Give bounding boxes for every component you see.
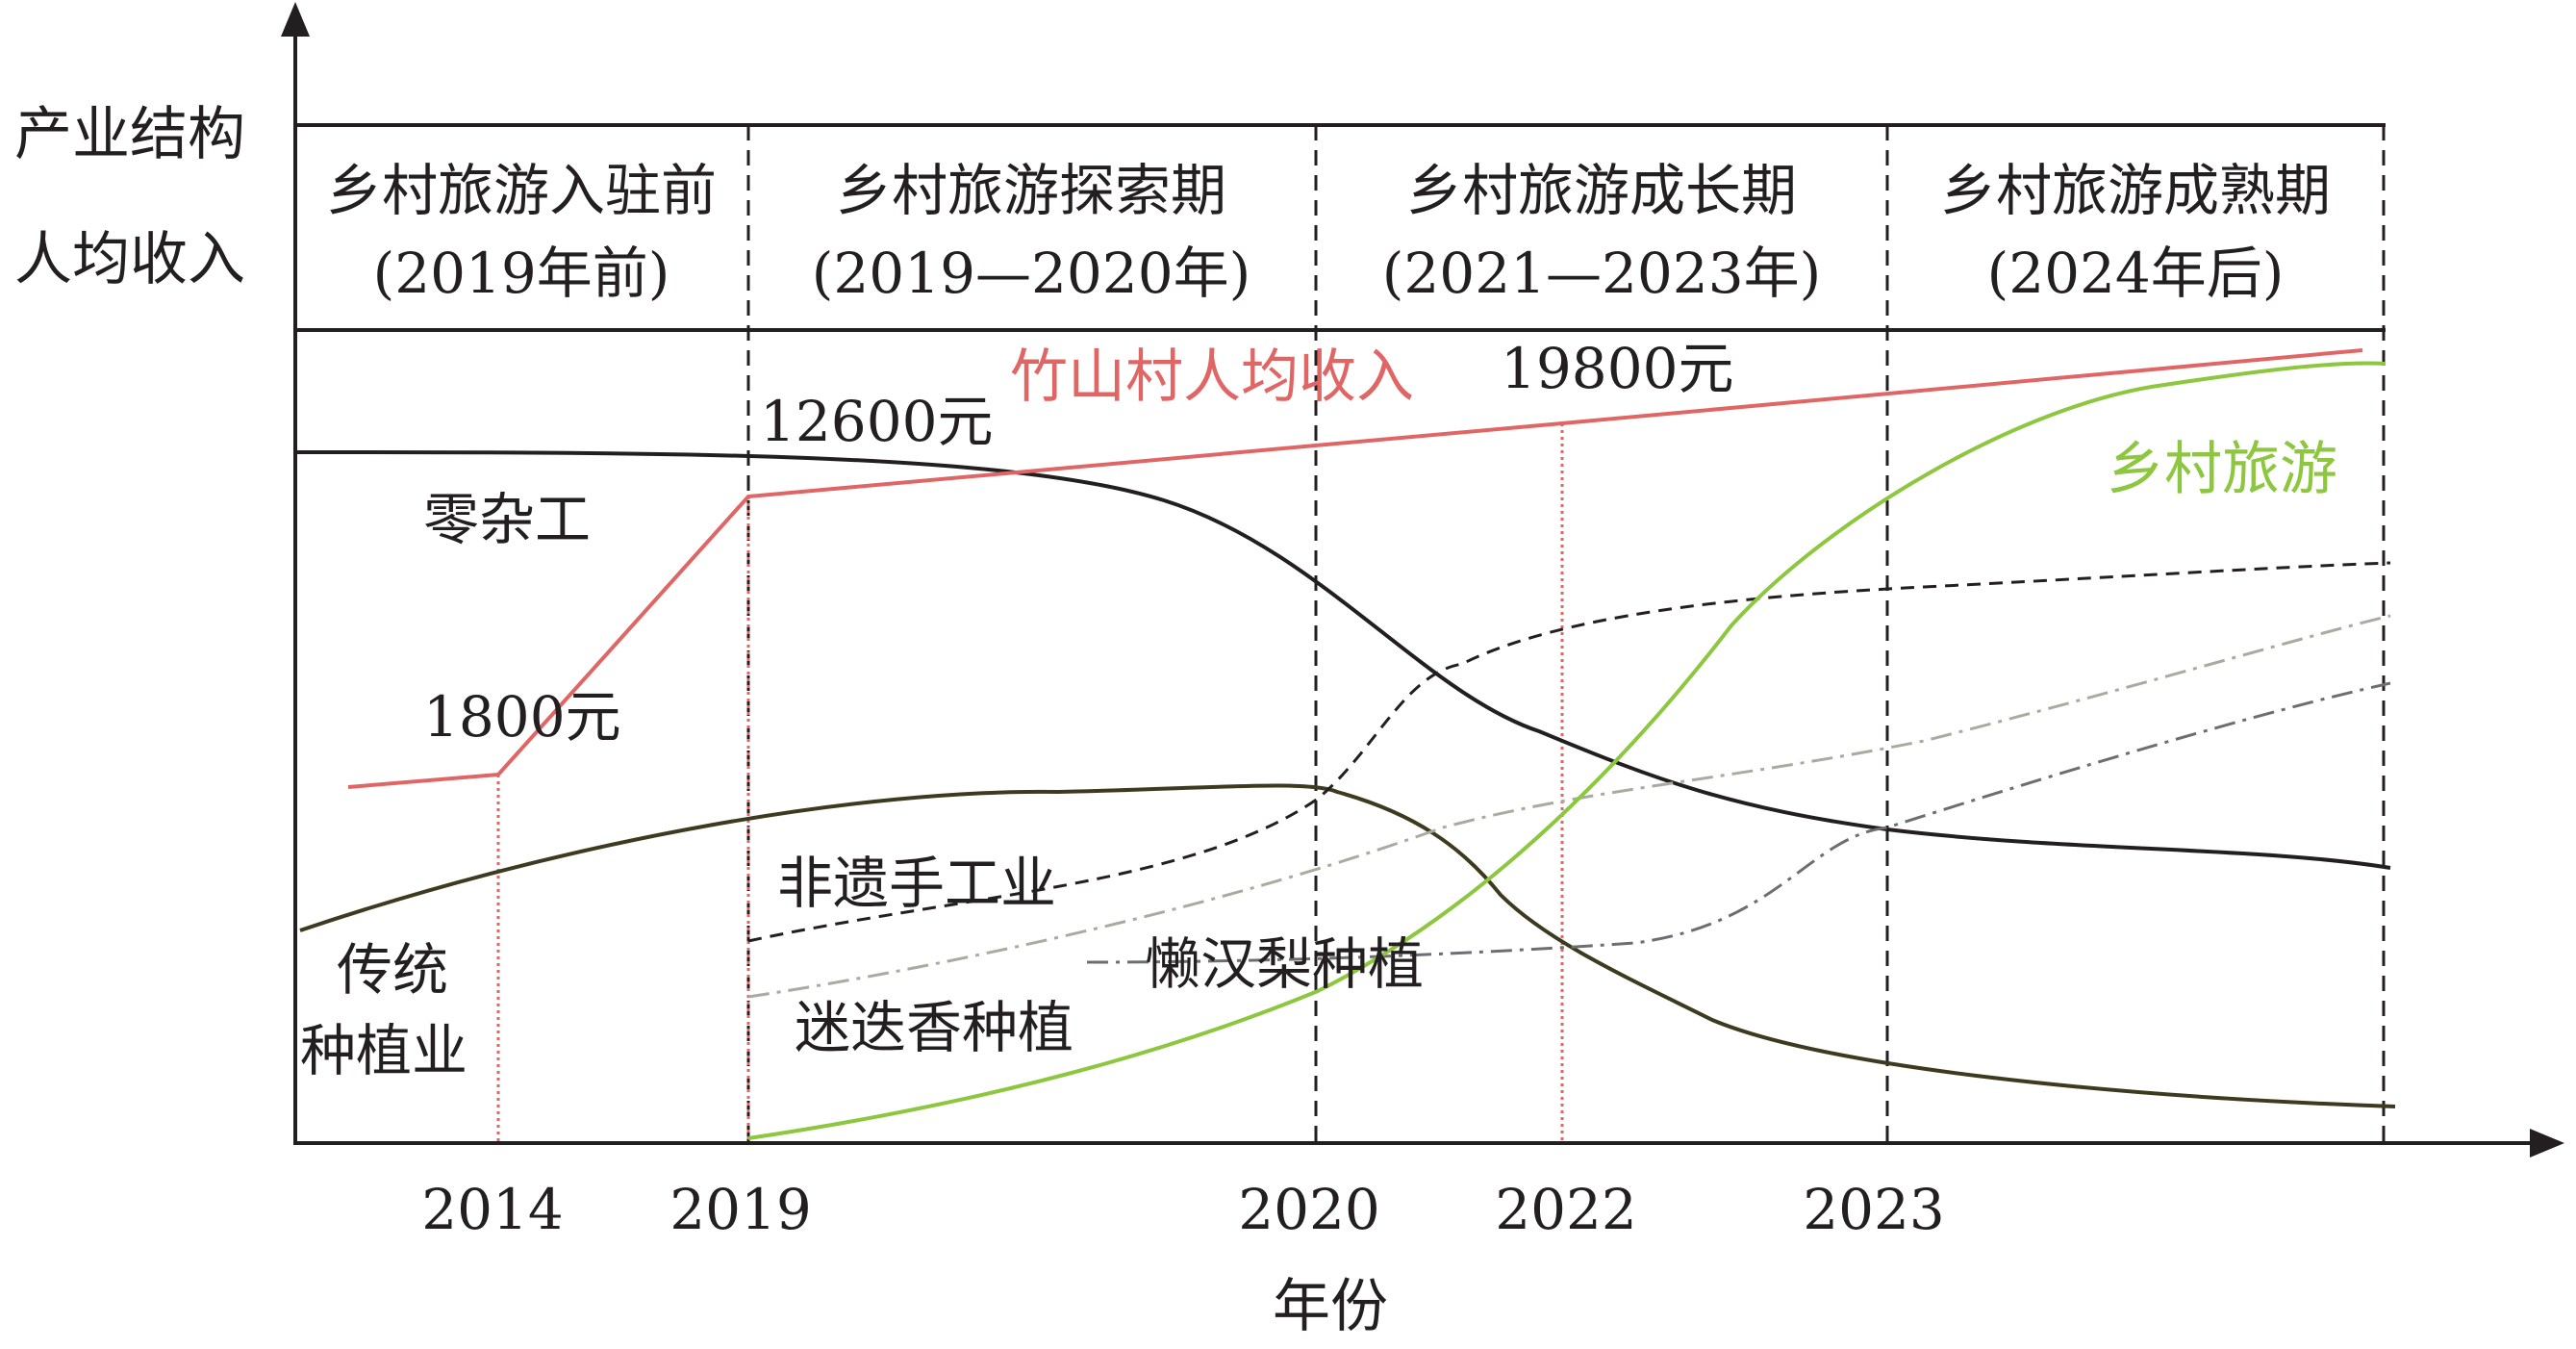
axes <box>281 2 2564 1158</box>
income-12600-label: 12600元 <box>760 389 994 454</box>
industry-curves <box>294 361 2396 1140</box>
stage-1-period: (2019年前) <box>373 241 670 306</box>
stage-3-period: (2021—2023年) <box>1382 241 1821 306</box>
income-1800-label: 1800元 <box>423 684 621 750</box>
stage-2-period: (2019—2020年) <box>812 241 1250 306</box>
odd-jobs-curve <box>294 450 2391 870</box>
x-tick-2019: 2019 <box>669 1177 812 1242</box>
stage-labels: 乡村旅游入驻前 (2019年前) 乡村旅游探索期 (2019—2020年) 乡村… <box>326 158 2331 306</box>
intangible-crafts-curve <box>747 561 2391 943</box>
x-axis-arrowhead <box>2530 1129 2564 1158</box>
x-tick-2014: 2014 <box>421 1177 564 1242</box>
income-labels: 1800元 12600元 19800元 竹山村人均收入 <box>423 336 1734 750</box>
x-tick-2020: 2020 <box>1238 1177 1380 1242</box>
x-tick-2022: 2022 <box>1495 1177 1637 1242</box>
x-tick-labels: 2014 2019 2020 2022 2023 <box>421 1177 1945 1242</box>
income-series-label: 竹山村人均收入 <box>1010 344 1414 411</box>
traditional-farming-label-1: 传统 <box>337 937 448 1003</box>
income-19800-label: 19800元 <box>1501 336 1734 401</box>
traditional-farming-curve <box>299 783 2396 1108</box>
rural-tourism-curve <box>747 361 2387 1140</box>
stage-2-name: 乡村旅游探索期 <box>836 158 1226 223</box>
x-tick-2023: 2023 <box>1803 1177 1945 1242</box>
intangible-crafts-label: 非遗手工业 <box>777 851 1056 916</box>
stage-1-name: 乡村旅游入驻前 <box>326 158 717 223</box>
lazy-pear-label: 懒汉梨种植 <box>1145 931 1424 997</box>
odd-jobs-label: 零杂工 <box>423 487 591 552</box>
x-axis-label: 年份 <box>1273 1273 1388 1340</box>
rosemary-curve <box>747 614 2391 999</box>
y-axis-label-structure: 产业结构 <box>14 101 245 168</box>
rural-tourism-label: 乡村旅游 <box>2107 436 2337 503</box>
income-line <box>347 348 2363 789</box>
stage-3-name: 乡村旅游成长期 <box>1406 158 1797 223</box>
y-axis-arrowhead <box>281 2 310 37</box>
stage-4-name: 乡村旅游成熟期 <box>1940 158 2331 223</box>
y-axis-label-income: 人均收入 <box>14 226 245 293</box>
traditional-farming-label-2: 种植业 <box>300 1018 467 1083</box>
lazy-pear-curve <box>1086 681 2391 964</box>
stage-4-period: (2024年后) <box>1987 241 2285 306</box>
stage-header <box>295 123 2386 332</box>
rosemary-label: 迷迭香种植 <box>795 995 1073 1060</box>
industry-labels: 零杂工 传统 种植业 非遗手工业 迷迭香种植 懒汉梨种植 乡村旅游 <box>300 436 2337 1083</box>
